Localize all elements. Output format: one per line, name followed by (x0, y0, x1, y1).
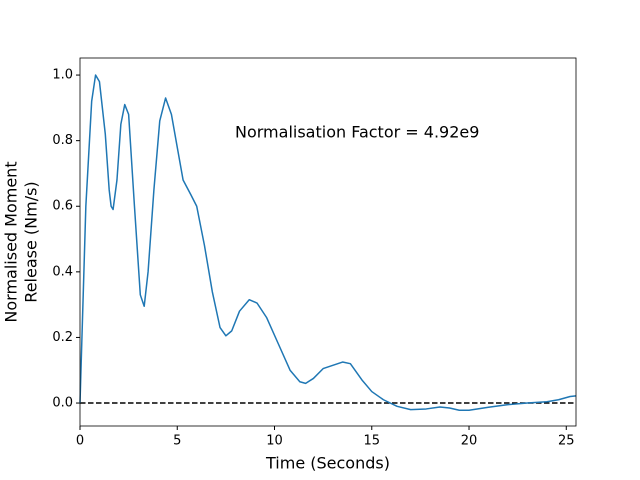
x-tick-label: 10 (266, 434, 283, 449)
plot-frame (79, 57, 577, 427)
annotation: Normalisation Factor = 4.92e9 (235, 123, 479, 142)
y-axis-label: Normalised Moment (2, 161, 21, 322)
line (79, 74, 577, 412)
x-tick-label: 5 (173, 434, 181, 449)
y-tick-label: 0.2 (52, 330, 73, 345)
x-tick-label: 0 (76, 434, 84, 449)
y-tick-label: 0.8 (52, 133, 73, 148)
y-axis-label: Release (Nm/s) (22, 181, 41, 302)
x-tick-label: 25 (558, 434, 575, 449)
x-tick-label: 15 (363, 434, 380, 449)
y-tick-label: 0.4 (52, 264, 73, 279)
y-tick-label: 0.0 (52, 396, 73, 411)
y-tick-label: 0.6 (52, 199, 73, 214)
x-tick-label: 20 (461, 434, 478, 449)
y-tick-label: 1.0 (52, 68, 73, 83)
x-axis-label: Time (Seconds) (265, 454, 390, 473)
